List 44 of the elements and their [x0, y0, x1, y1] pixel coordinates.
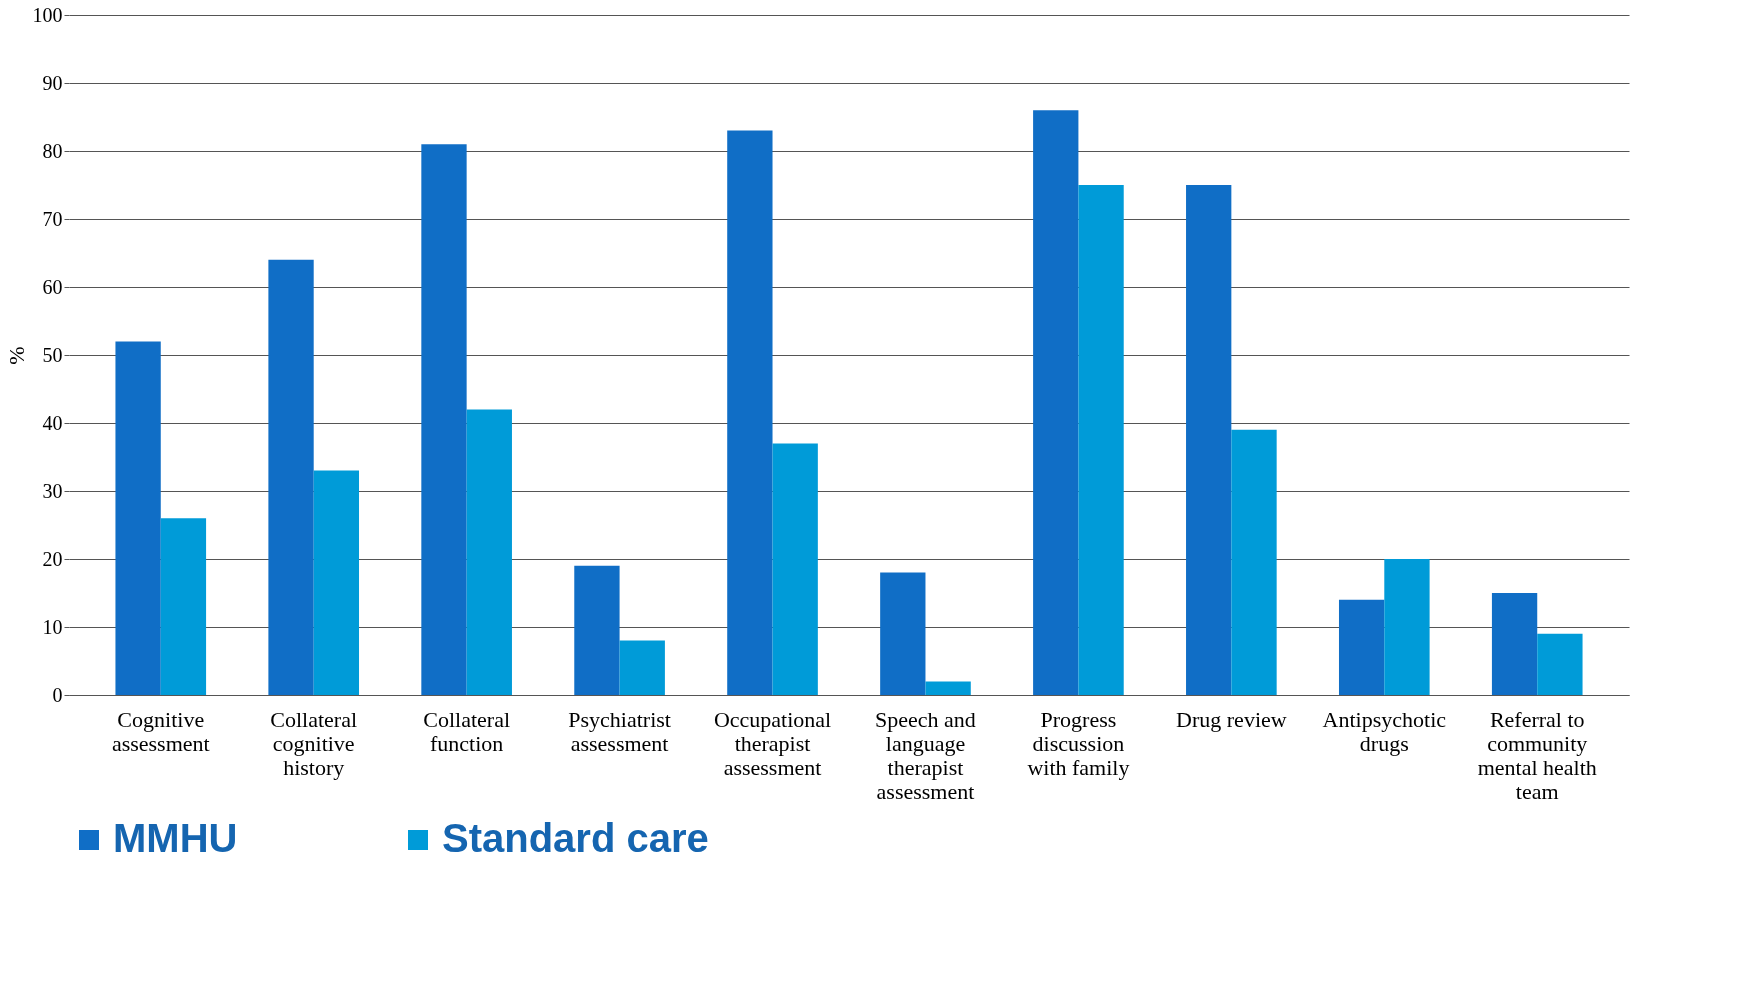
x-tick-label: Drug review	[1176, 706, 1287, 732]
legend-label: Standard care	[442, 816, 709, 860]
bar	[1491, 593, 1538, 695]
x-tick-label: Psychiatrist assessment	[568, 706, 671, 756]
bar	[727, 130, 773, 695]
bar	[574, 565, 620, 695]
y-tick-label: 60	[42, 275, 63, 298]
y-tick-label: 50	[42, 343, 63, 366]
bar	[313, 470, 360, 695]
x-tick-label: Collateral cognitive history	[270, 706, 358, 780]
bar	[1384, 559, 1430, 695]
bar	[880, 572, 926, 695]
y-tick-label: 40	[42, 411, 63, 434]
bar	[772, 443, 818, 695]
y-tick-label: 10	[42, 615, 63, 638]
legend-label: MMHU	[113, 816, 238, 860]
bar	[619, 640, 665, 695]
bar	[1338, 599, 1385, 695]
bar	[466, 409, 512, 695]
x-tick-label: Antipsychotic drugs	[1322, 706, 1447, 756]
bar	[1186, 185, 1232, 695]
x-tick-label: Referral to community mental health team	[1477, 706, 1597, 804]
y-tick-label: 0	[52, 683, 63, 706]
y-axis-title: %	[3, 346, 29, 365]
bar	[925, 681, 971, 695]
y-tick-label: 90	[42, 71, 63, 94]
bar	[160, 518, 207, 695]
bar	[421, 144, 467, 695]
y-tick-label: 100	[32, 3, 63, 26]
bar	[1078, 185, 1124, 695]
x-tick-label: Occupational therapist assessment	[713, 706, 832, 780]
y-tick-label: 70	[42, 207, 63, 230]
bar	[115, 341, 161, 695]
bar	[1537, 633, 1583, 695]
y-tick-label: 20	[42, 547, 63, 570]
bar	[268, 259, 314, 695]
y-tick-label: 80	[42, 139, 63, 162]
x-tick-label: Cognitive assessment	[111, 706, 210, 756]
y-tick-label: 30	[42, 479, 63, 502]
x-tick-label: Progress discussion with family	[1027, 706, 1130, 780]
bar	[1033, 110, 1079, 695]
x-tick-label: Collateral function	[423, 706, 511, 756]
x-tick-label: Speech and language therapist assessment	[875, 706, 976, 804]
bar	[1231, 429, 1277, 695]
